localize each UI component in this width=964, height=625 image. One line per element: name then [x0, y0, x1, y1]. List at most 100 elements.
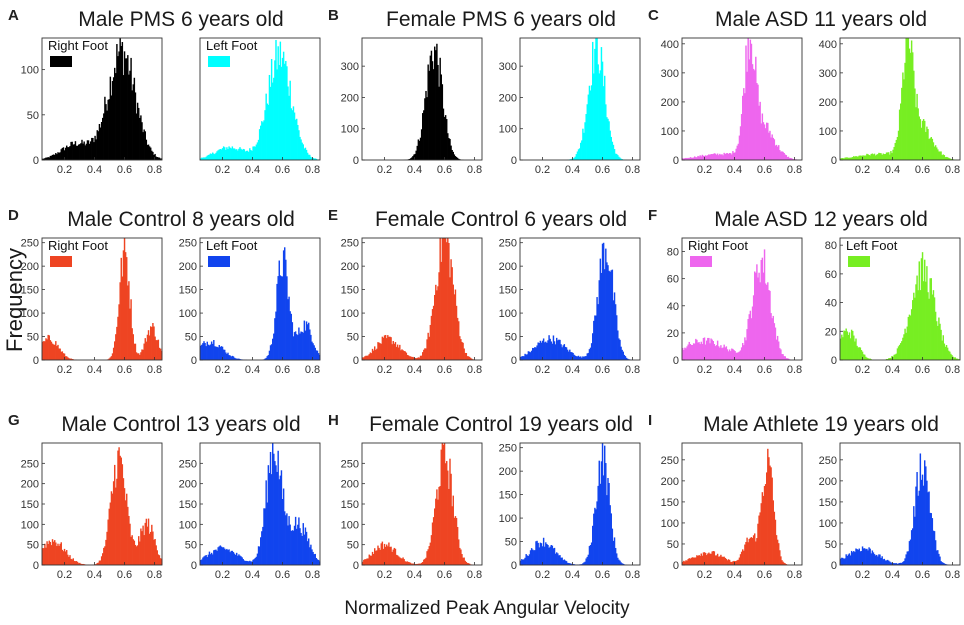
histogram-bar — [290, 313, 292, 360]
histogram-bar — [45, 338, 47, 360]
histogram-bar — [893, 354, 895, 360]
histogram-bar — [292, 530, 295, 565]
histogram-bar — [398, 347, 400, 360]
histogram-bar — [709, 154, 711, 160]
histogram-bar — [410, 356, 412, 360]
histogram-bar — [370, 353, 373, 360]
histogram-bar — [309, 547, 311, 565]
histogram-bar — [857, 347, 859, 360]
histogram-bar — [927, 292, 929, 360]
histogram-bar — [243, 149, 246, 160]
histogram-bar — [739, 554, 742, 565]
histogram-bar — [733, 350, 735, 360]
histogram-bar — [131, 328, 133, 360]
histogram-bar — [866, 548, 868, 565]
histogram-bar — [114, 464, 116, 565]
histogram-bar — [220, 149, 223, 160]
histogram-bar — [901, 341, 903, 360]
y-tick-label: 250 — [179, 238, 197, 250]
histogram-bar — [387, 335, 389, 360]
histogram-bar — [450, 145, 452, 160]
x-tick-label: 0.2 — [377, 164, 392, 176]
histogram-bar — [63, 548, 66, 565]
histogram-bar — [607, 265, 609, 360]
histogram-bar — [148, 335, 151, 360]
histogram-bar — [738, 351, 741, 360]
histogram-bar — [103, 113, 105, 160]
histogram-bar — [556, 337, 558, 360]
histogram-bar — [574, 156, 576, 160]
histogram-bar — [885, 560, 888, 565]
histogram-bar — [522, 559, 524, 565]
histogram-bar — [744, 337, 746, 360]
histogram-bar — [528, 351, 531, 360]
histogram-bar — [707, 553, 709, 565]
x-tick-label: 0.4 — [565, 164, 580, 176]
histogram-bar — [948, 350, 950, 360]
histogram-bar — [846, 157, 848, 160]
histogram-bar — [933, 297, 936, 360]
histogram-bar — [431, 61, 434, 161]
histogram-bar — [713, 344, 716, 360]
histogram-bar — [689, 558, 692, 565]
histogram-bar — [73, 144, 76, 160]
histogram-bar — [865, 155, 867, 160]
histogram-bar — [415, 150, 417, 160]
x-tick-label: 0.2 — [57, 569, 72, 581]
histogram-bar — [755, 541, 757, 565]
histogram-bar — [785, 564, 788, 565]
histogram-bar — [70, 141, 72, 160]
histogram-bar — [545, 341, 547, 360]
histogram-bar — [85, 143, 88, 160]
histogram-bar — [375, 550, 377, 565]
histogram-bar — [715, 555, 718, 565]
histogram-bar — [607, 118, 609, 160]
histogram-bar — [383, 543, 386, 565]
histogram-bar — [387, 546, 389, 565]
histogram-bar — [694, 343, 696, 360]
histogram-bar — [708, 337, 710, 360]
histogram-bar — [755, 56, 757, 160]
histogram-bar — [750, 318, 753, 360]
histogram-bar — [763, 486, 766, 565]
histogram-bar — [902, 337, 904, 360]
axes-frame — [41, 237, 163, 361]
histogram-bar — [534, 550, 536, 565]
histogram-bar — [932, 530, 935, 565]
y-tick-label: 100 — [819, 126, 837, 138]
histogram-bar — [378, 342, 380, 360]
histogram-bar — [272, 338, 274, 360]
histogram-bar — [98, 560, 101, 565]
histogram-bar — [876, 154, 878, 160]
histogram-bar — [934, 145, 937, 160]
histogram-bar — [269, 86, 272, 160]
histogram-bar — [273, 333, 275, 360]
histogram-bar — [938, 151, 940, 160]
histogram-bar — [123, 51, 126, 161]
histogram-bar — [937, 149, 939, 160]
histogram-bar — [731, 154, 733, 160]
histogram-bar — [458, 321, 460, 360]
histogram-bar — [748, 314, 750, 360]
panel-letter: A — [8, 7, 19, 24]
histogram-bar — [455, 517, 458, 565]
histogram-bar — [926, 126, 928, 160]
histogram-bar — [706, 340, 708, 360]
histogram-bar — [306, 324, 309, 360]
histogram-bar — [559, 555, 561, 565]
histogram-bar — [780, 151, 782, 160]
x-tick-label: 0.2 — [855, 364, 870, 376]
histogram-bar — [231, 146, 234, 160]
histogram-bar — [924, 259, 926, 360]
histogram-bar — [290, 530, 292, 565]
histogram-bar — [393, 343, 396, 360]
histogram-bar — [273, 453, 275, 565]
histogram-bar — [542, 338, 545, 360]
histogram-bar — [306, 541, 309, 565]
histogram-bar — [268, 350, 271, 360]
histogram-bar — [438, 272, 440, 360]
histogram-bar — [203, 157, 205, 160]
histogram-bar — [121, 276, 124, 360]
